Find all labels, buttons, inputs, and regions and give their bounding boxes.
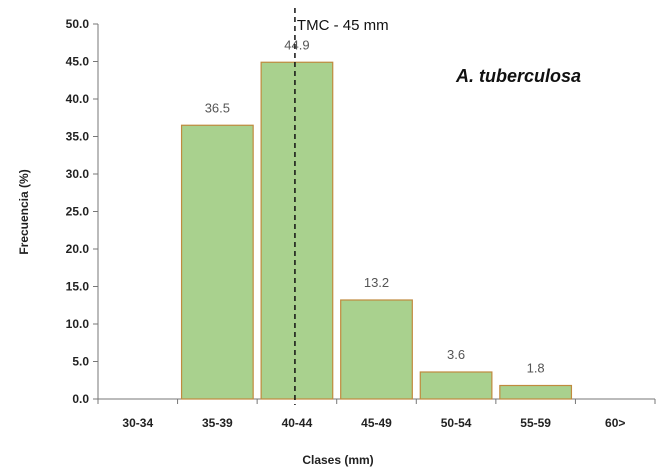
species-annotation: A. tuberculosa [455, 66, 581, 86]
data-label-45-49: 13.2 [364, 275, 389, 290]
data-label-40-44: 44.9 [284, 37, 309, 52]
bar-45-49 [340, 299, 413, 400]
y-tick-label: 50.0 [66, 17, 90, 31]
x-tick-label: 35-39 [202, 416, 233, 430]
data-label-50-54: 3.6 [447, 347, 465, 362]
bar-55-59 [499, 384, 573, 400]
y-tick-label: 5.0 [72, 355, 89, 369]
y-tick-label: 25.0 [66, 205, 90, 219]
y-axis: 0.0 5.0 10.0 15.0 20.0 25.0 30.0 35.0 40.0 45.0 50… [66, 17, 99, 406]
bars [180, 61, 573, 400]
y-tick-label: 15.0 [66, 280, 90, 294]
y-tick-label: 10.0 [66, 317, 90, 331]
bar-35-39 [180, 124, 254, 400]
y-axis-title: Frecuencia (%) [17, 169, 31, 254]
y-tick-label: 0.0 [72, 392, 89, 406]
x-tick-label: 50-54 [441, 416, 472, 430]
x-tick-label: 40-44 [282, 416, 313, 430]
reference-line-label: TMC - 45 mm [297, 17, 389, 34]
x-axis-title: Clases (mm) [302, 453, 373, 467]
y-tick-label: 45.0 [66, 55, 90, 69]
y-tick-label: 35.0 [66, 130, 90, 144]
data-label-55-59: 1.8 [527, 361, 545, 376]
y-tick-label: 40.0 [66, 92, 90, 106]
y-tick-label: 30.0 [66, 167, 90, 181]
bar-40-44 [260, 61, 334, 400]
bar-50-54 [419, 371, 493, 400]
y-tick-label: 20.0 [66, 242, 90, 256]
data-label-35-39: 36.5 [205, 100, 230, 115]
x-axis: 30-34 35-39 40-44 45-49 50-54 55-59 60> [97, 398, 656, 430]
x-tick-label: 55-59 [520, 416, 551, 430]
x-tick-label: 45-49 [361, 416, 392, 430]
x-tick-label: 30-34 [122, 416, 153, 430]
x-tick-label: 60> [605, 416, 625, 430]
data-labels: 36.5 44.9 13.2 3.6 1.8 [205, 37, 545, 375]
